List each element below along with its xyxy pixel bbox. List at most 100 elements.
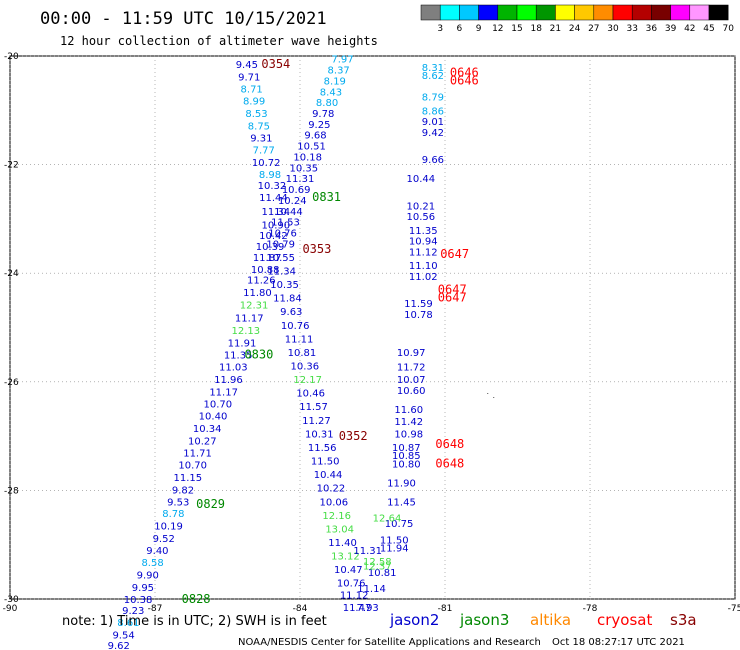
wave-height-label: 10.18 xyxy=(293,152,322,163)
legend-bin-label: 39 xyxy=(665,24,677,34)
legend-bin-label: 9 xyxy=(476,24,482,34)
wave-height-label: 10.31 xyxy=(305,429,334,440)
legend-swatch xyxy=(497,4,518,21)
legend-swatch xyxy=(478,4,499,21)
legend-swatch xyxy=(420,4,441,21)
pass-time-label: 0647 xyxy=(438,282,467,296)
wave-height-label: 10.60 xyxy=(397,386,426,397)
wave-height-label: 10.44 xyxy=(407,174,436,185)
wave-height-label: 11.17 xyxy=(235,314,264,325)
pass-time-label: 0648 xyxy=(435,456,464,470)
y-tick-label: -20 xyxy=(4,52,19,62)
wave-height-label: 7.77 xyxy=(253,145,275,156)
wave-height-label: 11.90 xyxy=(387,478,416,489)
legend-swatch xyxy=(555,4,575,21)
wave-height-label: 8.79 xyxy=(422,93,444,104)
wave-height-label: 9.54 xyxy=(112,630,134,641)
wave-height-label: 11.42 xyxy=(394,417,423,428)
wave-height-label: 10.07 xyxy=(397,375,426,386)
wave-height-label: 10.76 xyxy=(268,228,297,239)
wave-height-label: 11.56 xyxy=(308,443,337,454)
wave-height-label: 11.44 xyxy=(259,193,288,204)
wave-height-label: 9.78 xyxy=(312,109,334,120)
legend-bin-label: 6 xyxy=(457,24,463,34)
x-tick-label: -81 xyxy=(438,604,453,614)
wave-height-label: 11.91 xyxy=(228,339,257,350)
wave-height-label: 10.35 xyxy=(270,280,299,291)
wave-height-label: 8.61 xyxy=(117,618,139,629)
x-tick-label: -75 xyxy=(728,604,740,614)
wave-height-label: 13.04 xyxy=(325,524,354,535)
wave-height-label: 10.46 xyxy=(296,389,325,400)
wave-height-label: 9.45 xyxy=(236,60,258,71)
wave-height-label: 10.90 xyxy=(262,220,291,231)
pass-time-label: 0353 xyxy=(302,242,331,256)
wave-height-label: 11.11 xyxy=(285,334,314,345)
legend-bin-label: 24 xyxy=(569,24,581,34)
wave-height-label: 10.87 xyxy=(392,443,421,454)
legend-bin-label: 12 xyxy=(492,24,503,34)
wave-height-label: 8.86 xyxy=(422,106,444,117)
pass-time-label: 0352 xyxy=(339,429,368,443)
wave-height-label: 10.81 xyxy=(288,348,317,359)
wave-height-label: 9.90 xyxy=(137,571,159,582)
legend-swatch xyxy=(593,4,614,21)
legend-bin-label: 42 xyxy=(684,24,695,34)
wave-height-label: 10.34 xyxy=(193,424,222,435)
legend-bin-label: 15 xyxy=(511,24,522,34)
wave-height-label: 12.17 xyxy=(293,375,322,386)
x-tick-label: -84 xyxy=(293,604,308,614)
pass-time-label: 0354 xyxy=(261,57,290,71)
wave-height-label: 11.45 xyxy=(387,497,416,508)
wave-height-label: 10.70 xyxy=(204,400,233,411)
wave-height-label: 10.40 xyxy=(199,411,228,422)
y-tick-label: -26 xyxy=(4,378,19,388)
wave-height-label: 11.31 xyxy=(286,174,315,185)
legend-swatch xyxy=(631,4,652,21)
wave-height-label: 8.37 xyxy=(328,66,350,77)
wave-height-label: 9.52 xyxy=(153,534,175,545)
wave-height-label: 8.58 xyxy=(141,558,163,569)
legend-swatch xyxy=(516,4,537,21)
wave-height-label: 9.63 xyxy=(280,307,302,318)
legend-bin-label: 21 xyxy=(550,24,561,34)
wave-height-label: 10.69 xyxy=(282,185,311,196)
legend-swatch xyxy=(535,4,556,21)
wave-height-label: 11.59 xyxy=(404,299,433,310)
pass-time-label: 0830 xyxy=(244,348,273,362)
wave-height-label: 12.16 xyxy=(322,511,351,522)
wave-height-label: 10.76 xyxy=(281,321,310,332)
legend-bin-label: 3 xyxy=(437,24,443,34)
wave-height-label: 9.40 xyxy=(146,546,168,557)
satellite-name: cryosat xyxy=(597,611,652,629)
wave-height-label: 10.78 xyxy=(404,310,433,321)
wave-height-label: 10.24 xyxy=(278,196,307,207)
wave-height-label: 10.19 xyxy=(154,522,183,533)
wave-height-label: 10.21 xyxy=(407,201,436,212)
wave-height-label: 7.93 xyxy=(357,603,379,614)
wave-height-label: 11.15 xyxy=(174,473,203,484)
stray-dot: . xyxy=(492,393,496,400)
wave-height-label: 10.51 xyxy=(297,142,326,153)
wave-height-label: 10.98 xyxy=(394,429,423,440)
wave-height-label: 8.62 xyxy=(422,71,444,82)
wave-height-label: 11.94 xyxy=(380,543,409,554)
wave-height-label: 11.96 xyxy=(214,375,243,386)
wave-height-label: 11.14 xyxy=(357,584,386,595)
wave-height-label: 10.76 xyxy=(337,579,366,590)
legend-swatch xyxy=(439,4,460,21)
pass-time-label: 0831 xyxy=(312,190,341,204)
wave-height-label: 9.25 xyxy=(308,120,330,131)
wave-height-label: 10.35 xyxy=(290,163,319,174)
pass-time-label: 0648 xyxy=(435,437,464,451)
wave-height-label: 11.60 xyxy=(394,405,423,416)
wave-height-label: 12.58 xyxy=(363,557,392,568)
wave-height-label: 9.42 xyxy=(422,128,444,139)
wave-height-label: 11.34 xyxy=(262,207,291,218)
x-tick-label: -78 xyxy=(583,604,598,614)
wave-height-label: 9.53 xyxy=(167,497,189,508)
wave-height-label: 10.75 xyxy=(385,519,414,530)
wave-height-label: 11.02 xyxy=(409,272,438,283)
wave-height-label: 9.31 xyxy=(250,133,272,144)
